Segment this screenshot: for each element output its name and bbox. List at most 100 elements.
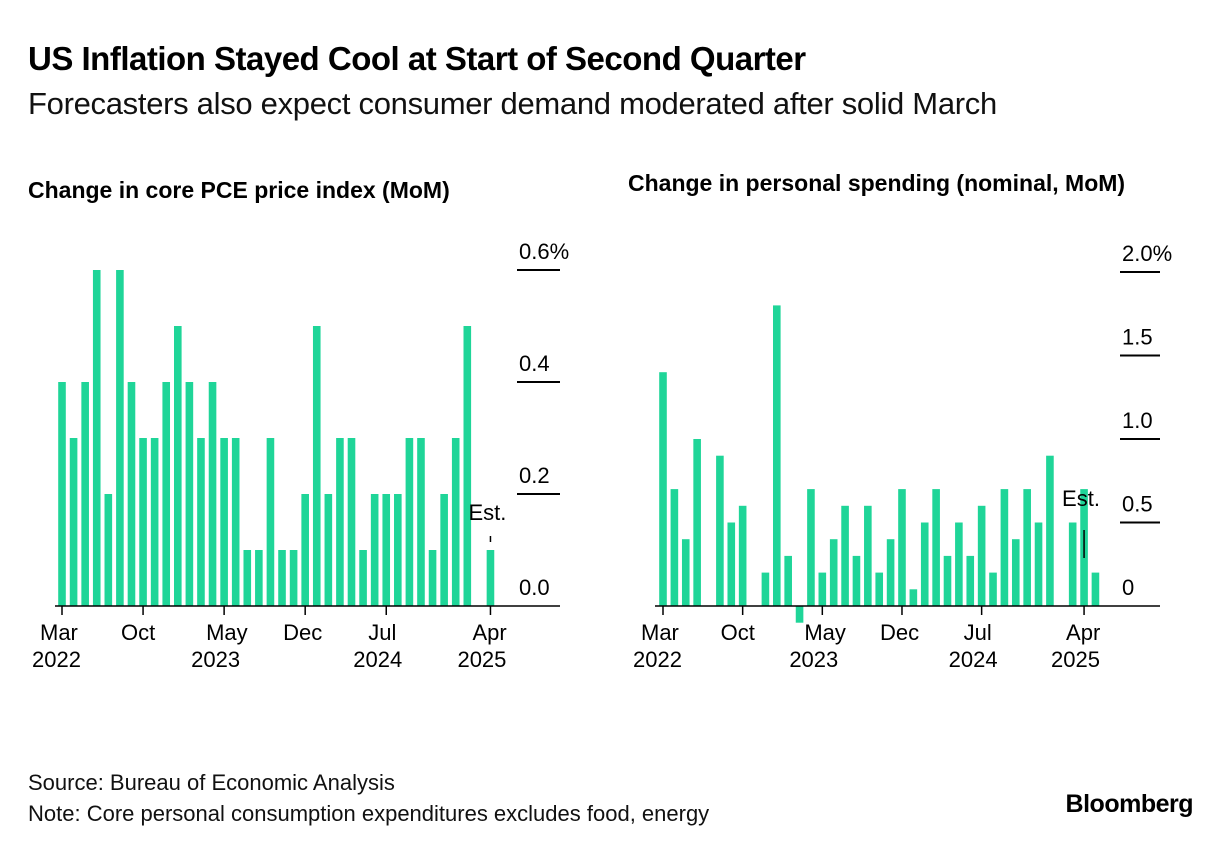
- left-bar: [359, 550, 367, 606]
- right-xtick-month: Oct: [721, 620, 755, 645]
- left-bar: [162, 382, 171, 606]
- left-bar: [301, 494, 309, 606]
- left-bar: [440, 494, 448, 606]
- right-xtick-year: 2023: [789, 647, 838, 672]
- right-bar: [670, 489, 679, 606]
- page-title: US Inflation Stayed Cool at Start of Sec…: [28, 40, 806, 77]
- right-bar: [932, 489, 940, 606]
- right-xtick-year: 2024: [949, 647, 998, 672]
- right-xtick-month: Apr: [1066, 620, 1100, 645]
- left-bar: [197, 438, 205, 606]
- right-bar: [886, 539, 895, 606]
- left-bar: [278, 550, 286, 606]
- right-chart-title: Change in personal spending (nominal, Mo…: [628, 170, 1126, 196]
- right-bar: [875, 572, 884, 606]
- right-bar: [955, 522, 963, 606]
- right-bar: [1068, 522, 1077, 606]
- left-bar: [69, 438, 78, 606]
- left-bar: [289, 550, 298, 606]
- bloomberg-logo: Bloomberg: [1065, 790, 1194, 818]
- left-bar: [150, 438, 159, 606]
- page-subtitle: Forecasters also expect consumer demand …: [28, 86, 997, 121]
- left-xtick-month: Mar: [40, 620, 78, 645]
- footnote: Note: Core personal consumption expendit…: [28, 801, 710, 826]
- right-bar: [864, 505, 872, 606]
- right-bar: [784, 555, 792, 606]
- right-xtick-month: Dec: [880, 620, 919, 645]
- right-bar: [966, 555, 975, 606]
- right-bar: [920, 522, 929, 606]
- left-bar: [174, 326, 182, 606]
- left-bar: [243, 550, 252, 606]
- left-bar: [451, 438, 460, 606]
- right-bar: [909, 589, 918, 606]
- right-bar: [807, 489, 815, 606]
- left-bar: [336, 438, 344, 606]
- left-ytick-label: 0.2: [519, 463, 550, 488]
- right-ytick-label: 2.0%: [1122, 241, 1172, 266]
- left-bar: [428, 550, 437, 606]
- right-xtick-month: Jul: [964, 620, 992, 645]
- right-bar: [1011, 539, 1020, 606]
- left-bar: [231, 438, 240, 606]
- right-bar: [727, 522, 736, 606]
- left-bar: [382, 494, 391, 606]
- left-bar: [394, 494, 402, 606]
- left-xtick-year: 2023: [191, 647, 240, 672]
- left-bar: [116, 270, 124, 606]
- left-bar: [185, 382, 194, 606]
- right-bar: [1034, 522, 1043, 606]
- right-xtick-year: 2025: [1051, 647, 1100, 672]
- left-bar: [139, 438, 147, 606]
- right-bar: [977, 505, 986, 606]
- left-bar: [58, 382, 66, 606]
- right-ytick-label: 1.5: [1122, 325, 1153, 350]
- right-xtick-month: Mar: [641, 620, 679, 645]
- right-bar: [773, 305, 781, 606]
- left-xtick-month: Apr: [472, 620, 506, 645]
- right-bar: [659, 372, 667, 606]
- right-est-label: Est.: [1062, 486, 1100, 511]
- left-bar: [486, 550, 495, 606]
- right-bar: [693, 439, 701, 606]
- left-bar: [324, 494, 333, 606]
- left-chart-title: Change in core PCE price index (MoM): [28, 177, 450, 203]
- left-bar: [220, 438, 228, 606]
- right-bar: [761, 572, 770, 606]
- left-bar: [104, 494, 113, 606]
- right-xtick-month: May: [804, 620, 846, 645]
- left-xtick-month: Oct: [121, 620, 155, 645]
- left-xtick-year: 2025: [457, 647, 506, 672]
- right-bar: [716, 455, 724, 606]
- right-bar: [829, 539, 838, 606]
- left-bar: [92, 270, 101, 606]
- left-bar: [417, 438, 425, 606]
- left-xtick-year: 2024: [353, 647, 402, 672]
- right-bar: [1000, 489, 1009, 606]
- left-ytick-label: 0.0: [519, 575, 550, 600]
- right-bar: [943, 555, 952, 606]
- right-bar: [841, 505, 849, 606]
- right-bar: [898, 489, 906, 606]
- right-bar: [1023, 489, 1031, 606]
- right-xtick-year: 2022: [633, 647, 682, 672]
- left-bar: [127, 382, 136, 606]
- left-bar: [266, 438, 275, 606]
- left-xtick-month: Dec: [283, 620, 322, 645]
- left-bar: [370, 494, 379, 606]
- right-bar: [795, 606, 804, 623]
- right-bar: [1091, 572, 1100, 606]
- left-bar: [347, 438, 356, 606]
- right-bar: [1046, 455, 1054, 606]
- left-xtick-month: Jul: [368, 620, 396, 645]
- left-bar: [312, 326, 321, 606]
- left-bar: [81, 382, 89, 606]
- left-bar: [405, 438, 414, 606]
- left-bar: [463, 326, 472, 606]
- left-xtick-year: 2022: [32, 647, 81, 672]
- right-ytick-label: 0.5: [1122, 492, 1153, 517]
- right-ytick-label: 1.0: [1122, 408, 1153, 433]
- left-xtick-month: May: [206, 620, 248, 645]
